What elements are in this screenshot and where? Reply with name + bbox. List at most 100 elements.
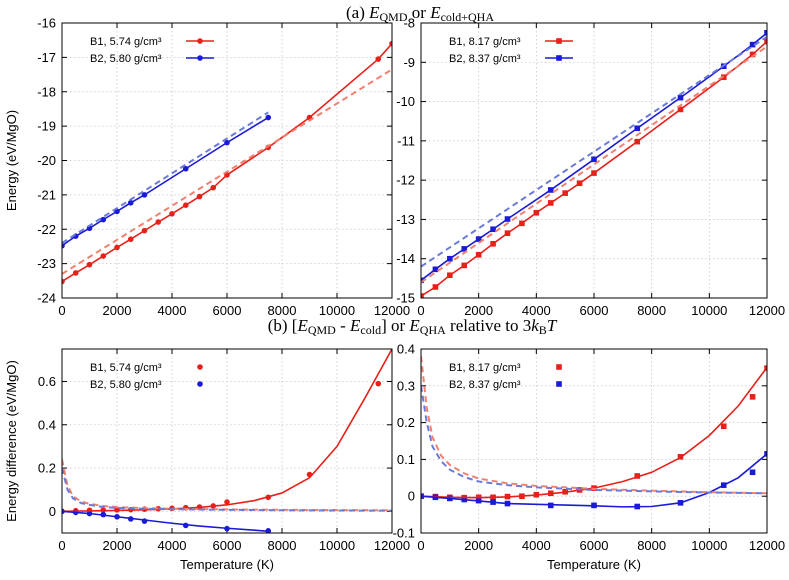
legend-marker (556, 381, 562, 387)
y-tick-label: -8 (403, 16, 415, 31)
y-tick-label: -10 (396, 94, 415, 109)
legend-marker (197, 364, 203, 370)
x-tick-label: 2000 (464, 538, 493, 553)
data-point (749, 469, 756, 476)
y-tick-label: 0.4 (397, 342, 415, 357)
y-tick-label: -23 (37, 256, 56, 271)
data-point (547, 187, 554, 193)
data-point (182, 202, 189, 208)
y-axis-label: Energy difference (eV/MgO) (4, 360, 19, 522)
plot-frame (61, 348, 393, 534)
dashed-curve (421, 356, 767, 495)
dashed-curve (62, 459, 392, 512)
chart-b-right: 0 2000 4000 6000 8000 10000 12000-0.100.10.20.… (393, 342, 785, 573)
data-point (432, 266, 439, 273)
legend-label: B1, 8.17 g/cm³ (449, 36, 521, 48)
x-tick-label: 10000 (691, 303, 727, 318)
y-tick-label: 0.2 (397, 415, 415, 430)
dashed-curve (62, 68, 392, 275)
plot-frame (420, 22, 768, 299)
y-tick-label: -24 (37, 291, 56, 306)
y-tick-label: -22 (37, 222, 56, 237)
data-point (490, 226, 496, 233)
series-line (62, 116, 269, 247)
data-point (182, 165, 189, 172)
x-axis-label: Temperature (K) (180, 557, 274, 572)
series-group (421, 356, 767, 510)
data-point (447, 255, 453, 262)
plot-frame (420, 348, 768, 534)
x-axis-label: Temperature (K) (547, 557, 641, 572)
x-tick-label: 6000 (213, 538, 242, 553)
y-axis-label: Energy (eV/MgO) (4, 110, 19, 211)
data-point (562, 190, 568, 196)
legend-marker (197, 381, 203, 387)
y-tick-label: 0.4 (38, 417, 56, 432)
data-point (490, 240, 496, 247)
data-point (100, 216, 107, 223)
plot-frame (61, 22, 393, 299)
x-tick-label: 4000 (522, 538, 551, 553)
legend-marker (197, 55, 203, 61)
data-point (764, 38, 767, 45)
x-tick-label: 6000 (213, 303, 242, 318)
x-tick-label: 10000 (319, 303, 355, 318)
data-point (127, 236, 134, 243)
y-tick-label: 0 (49, 504, 56, 519)
chart-b-left: 0 2000 4000 6000 8000 10000 12000 0 0.2 0.4 0.6 Tem… (4, 348, 410, 572)
x-tick-label: 6000 (580, 303, 609, 318)
data-point (764, 30, 767, 36)
x-tick-label: 8000 (637, 538, 666, 553)
legend-marker (556, 364, 562, 370)
y-tick-label: -15 (396, 291, 415, 306)
data-point (475, 236, 482, 242)
data-point (196, 193, 203, 200)
y-tick-label: -16 (37, 16, 56, 31)
x-tick-label: 0 (58, 538, 65, 553)
x-tick-label: 8000 (637, 303, 666, 318)
legend-label: B2, 8.37 g/cm³ (449, 53, 521, 65)
data-point (375, 380, 382, 387)
data-point (447, 272, 453, 279)
x-tick-label: 2000 (103, 303, 132, 318)
data-point (432, 284, 439, 290)
legend-marker (197, 38, 203, 44)
legend-label: B1, 5.74 g/cm³ (90, 36, 162, 48)
data-point (224, 499, 230, 505)
data-point (114, 244, 120, 251)
x-tick-label: 12000 (374, 303, 410, 318)
chart-a-right: 0 2000 4000 6000 8000 10000 12000 -15 -14 -13 -12 -… (396, 16, 785, 319)
y-tick-label: -21 (37, 187, 56, 202)
x-tick-label: 12000 (374, 538, 410, 553)
x-tick-label: 8000 (268, 303, 297, 318)
y-tick-label: 0.3 (397, 378, 415, 393)
data-point (504, 230, 511, 236)
x-tick-label: 2000 (464, 303, 493, 318)
legend-label: B1, 8.17 g/cm³ (449, 362, 521, 374)
y-tick-label: 0 (408, 489, 415, 504)
data-point (62, 278, 65, 285)
data-point (504, 216, 511, 222)
series-group (62, 40, 392, 285)
data-point (141, 192, 148, 198)
y-tick-label: -17 (37, 50, 56, 65)
data-point (475, 251, 482, 258)
data-point (749, 41, 756, 48)
legend-marker (556, 55, 562, 61)
y-tick-label: -12 (396, 173, 415, 188)
data-point (461, 262, 468, 269)
legend-label: B2, 8.37 g/cm³ (449, 379, 521, 391)
data-point (749, 394, 756, 400)
y-tick-label: 0.2 (38, 461, 56, 476)
series-line (62, 510, 269, 533)
x-tick-label: 6000 (580, 538, 609, 553)
y-tick-label: -18 (37, 84, 56, 99)
data-point (265, 114, 272, 121)
y-tick-label: -9 (403, 55, 415, 70)
data-point (127, 199, 134, 206)
data-point (634, 125, 641, 132)
y-tick-label: -13 (396, 212, 415, 227)
y-tick-label: -19 (37, 119, 56, 134)
panel-b-title: (b) [EQMD - Ecold] or EQHA relative to 3… (268, 316, 558, 337)
data-point (210, 184, 217, 191)
